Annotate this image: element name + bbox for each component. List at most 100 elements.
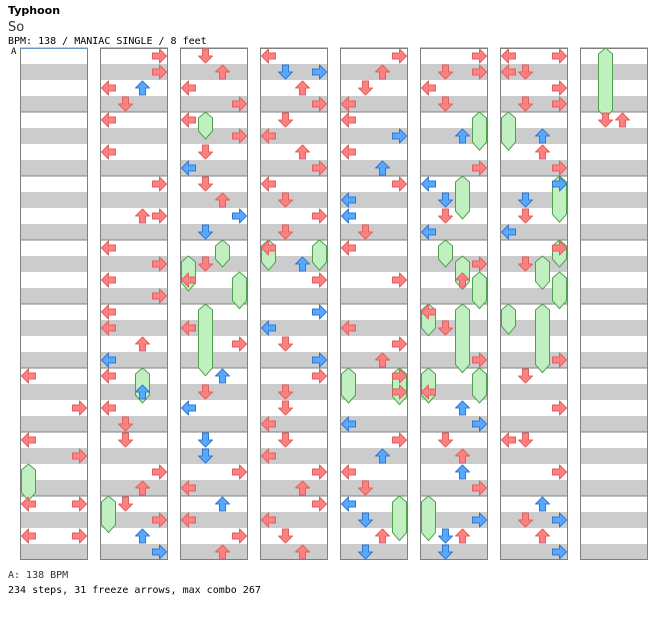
beat-stripe	[20, 320, 88, 336]
step-arrow-down	[198, 144, 213, 160]
beat-stripe	[180, 448, 248, 464]
chart-column	[340, 47, 408, 560]
beat-stripe	[500, 512, 568, 528]
step-arrow-right	[472, 160, 487, 176]
step-arrow-down	[358, 512, 373, 528]
step-arrow-down	[438, 192, 453, 208]
column-border	[340, 48, 408, 560]
beat-stripe	[340, 544, 408, 560]
step-arrow-right	[472, 256, 487, 272]
beat-stripe	[340, 352, 408, 368]
step-arrow-right	[312, 464, 327, 480]
step-arrow-left	[501, 432, 516, 448]
step-arrow-right	[232, 336, 247, 352]
step-arrow-down	[518, 512, 533, 528]
beat-stripe	[500, 256, 568, 272]
step-arrow-left	[181, 512, 196, 528]
beat-stripe	[260, 448, 328, 464]
beat-stripe	[260, 224, 328, 240]
beat-stripe	[20, 64, 88, 80]
freeze-arrow	[501, 303, 516, 335]
step-arrow-up	[295, 80, 310, 96]
step-arrow-up	[375, 448, 390, 464]
step-arrow-left	[101, 352, 116, 368]
step-arrow-right	[552, 160, 567, 176]
step-arrow-right	[152, 176, 167, 192]
step-arrow-right	[392, 48, 407, 64]
step-arrow-left	[421, 384, 436, 400]
step-arrow-up	[135, 80, 150, 96]
step-arrow-right	[152, 464, 167, 480]
step-arrow-left	[101, 320, 116, 336]
beat-stripe	[580, 64, 648, 80]
step-arrow-up	[455, 448, 470, 464]
step-arrow-down	[518, 208, 533, 224]
beat-stripe	[100, 128, 168, 144]
beat-stripe	[20, 192, 88, 208]
beat-stripe	[500, 320, 568, 336]
step-arrow-down	[118, 432, 133, 448]
beat-stripe	[420, 128, 488, 144]
beat-stripe	[420, 480, 488, 496]
beat-stripe	[420, 352, 488, 368]
freeze-arrow	[552, 271, 567, 310]
step-arrow-down	[358, 224, 373, 240]
beat-stripe	[500, 352, 568, 368]
beat-stripe	[100, 544, 168, 560]
freeze-arrow	[232, 271, 247, 310]
beat-stripe	[100, 256, 168, 272]
step-arrow-up	[535, 144, 550, 160]
step-arrow-right	[152, 512, 167, 528]
step-arrow-left	[341, 96, 356, 112]
step-arrow-right	[312, 352, 327, 368]
step-arrow-down	[598, 112, 613, 128]
freeze-arrow	[198, 111, 213, 140]
step-arrow-down	[518, 368, 533, 384]
step-arrow-down	[518, 432, 533, 448]
step-arrow-right	[392, 336, 407, 352]
freeze-arrow	[312, 239, 327, 271]
freeze-arrow	[455, 175, 470, 220]
step-arrow-left	[341, 192, 356, 208]
step-arrow-down	[278, 528, 293, 544]
freeze-arrow	[101, 495, 116, 534]
beat-stripe	[420, 192, 488, 208]
step-arrow-right	[392, 128, 407, 144]
step-arrow-up	[375, 160, 390, 176]
step-arrow-right	[552, 80, 567, 96]
step-arrow-down	[118, 496, 133, 512]
step-arrow-right	[232, 96, 247, 112]
step-arrow-right	[552, 48, 567, 64]
beat-stripe	[100, 384, 168, 400]
step-arrow-right	[232, 208, 247, 224]
beat-stripe	[260, 544, 328, 560]
step-arrow-left	[421, 80, 436, 96]
step-arrow-left	[181, 80, 196, 96]
step-arrow-up	[215, 192, 230, 208]
beat-stripe	[20, 448, 88, 464]
beat-stripe	[180, 384, 248, 400]
step-arrow-right	[312, 496, 327, 512]
step-arrow-left	[101, 112, 116, 128]
beat-stripe	[180, 288, 248, 304]
step-arrow-right	[152, 64, 167, 80]
step-arrow-left	[21, 368, 36, 384]
step-arrow-left	[181, 320, 196, 336]
beat-stripe	[180, 64, 248, 80]
song-title: Typhoon	[8, 4, 61, 17]
step-arrow-right	[312, 208, 327, 224]
beat-stripe	[340, 320, 408, 336]
beat-stripe	[180, 352, 248, 368]
beat-stripe	[420, 320, 488, 336]
beat-stripe	[580, 384, 648, 400]
step-arrow-left	[101, 272, 116, 288]
step-arrow-left	[501, 48, 516, 64]
step-arrow-right	[152, 256, 167, 272]
step-arrow-right	[392, 384, 407, 400]
beat-stripe	[180, 192, 248, 208]
step-arrow-up	[455, 272, 470, 288]
step-arrow-down	[198, 48, 213, 64]
freeze-arrow	[472, 367, 487, 404]
step-arrow-right	[552, 240, 567, 256]
freeze-arrow	[21, 463, 36, 502]
